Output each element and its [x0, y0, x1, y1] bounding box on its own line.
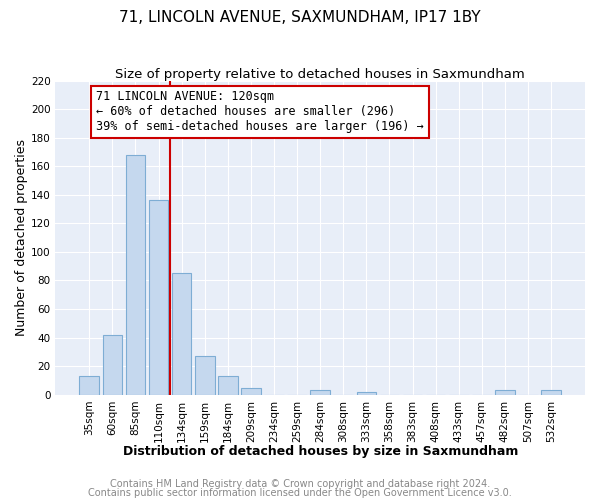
Y-axis label: Number of detached properties: Number of detached properties [15, 139, 28, 336]
Bar [541, 390, 561, 394]
Bar [149, 200, 169, 394]
Bar [218, 376, 238, 394]
Bar [241, 388, 261, 394]
Bar [195, 356, 215, 395]
Bar [356, 392, 376, 394]
Text: 71 LINCOLN AVENUE: 120sqm
← 60% of detached houses are smaller (296)
39% of semi: 71 LINCOLN AVENUE: 120sqm ← 60% of detac… [96, 90, 424, 134]
Bar [495, 390, 515, 394]
Text: Contains public sector information licensed under the Open Government Licence v3: Contains public sector information licen… [88, 488, 512, 498]
Text: 71, LINCOLN AVENUE, SAXMUNDHAM, IP17 1BY: 71, LINCOLN AVENUE, SAXMUNDHAM, IP17 1BY [119, 10, 481, 25]
Title: Size of property relative to detached houses in Saxmundham: Size of property relative to detached ho… [115, 68, 525, 80]
Bar [103, 334, 122, 394]
Text: Contains HM Land Registry data © Crown copyright and database right 2024.: Contains HM Land Registry data © Crown c… [110, 479, 490, 489]
X-axis label: Distribution of detached houses by size in Saxmundham: Distribution of detached houses by size … [122, 444, 518, 458]
Bar [310, 390, 330, 394]
Bar [125, 155, 145, 394]
Bar [172, 274, 191, 394]
Bar [79, 376, 99, 394]
